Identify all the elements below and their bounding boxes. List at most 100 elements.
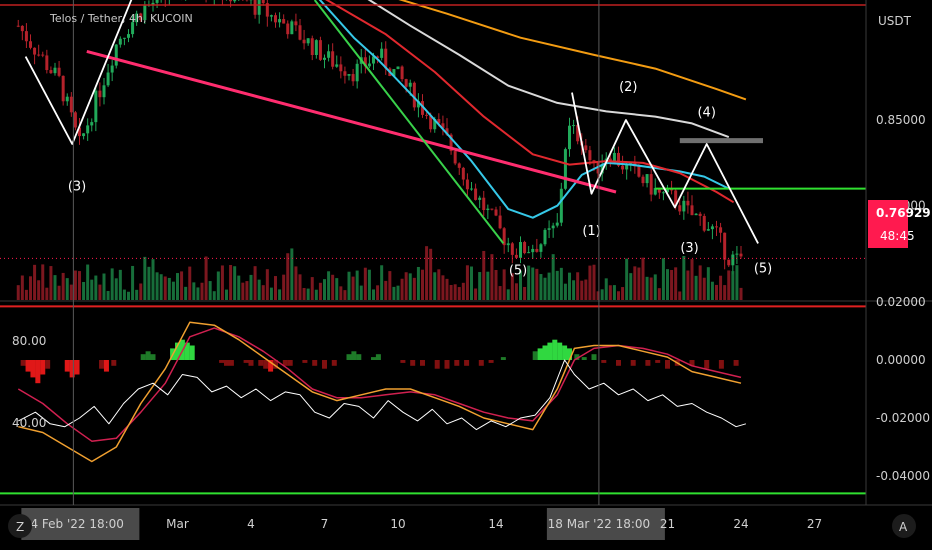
volume-bar (502, 269, 506, 300)
candle-body (715, 226, 718, 228)
wave-label: (4) (697, 106, 715, 121)
histogram-bar (375, 354, 381, 360)
candle-body (502, 228, 506, 246)
candle-body (457, 163, 461, 168)
volume-bar (212, 291, 216, 300)
volume-bar (661, 258, 665, 300)
candle-body (24, 31, 28, 42)
candle-body (65, 96, 69, 102)
candle-body (629, 162, 633, 164)
candle-body (33, 47, 37, 55)
histogram-bar (645, 360, 651, 366)
volume-bar (645, 276, 649, 300)
volume-bar (470, 266, 473, 300)
volume-bar (102, 273, 106, 300)
price-badge: 0.76929 48:45 (868, 200, 931, 248)
histogram-bar (434, 360, 440, 369)
zoom-button[interactable]: Z (8, 514, 32, 538)
histogram-bar (20, 360, 26, 366)
candle-body (657, 188, 661, 193)
histogram-bar (140, 354, 146, 360)
candle-body (425, 114, 429, 116)
histogram-bar (69, 360, 75, 378)
histogram-bar (145, 351, 151, 360)
histogram-bar (542, 345, 548, 360)
time-tick-label: 10 (390, 517, 405, 531)
volume-bar (335, 278, 339, 300)
time-tick-label: 24 (733, 517, 748, 531)
oscillator-pane[interactable] (0, 305, 866, 495)
candle-body (702, 215, 706, 231)
volume-bar (592, 264, 596, 300)
histogram-bar (552, 339, 558, 360)
histogram-bar (258, 360, 264, 366)
wave-label: (1) (582, 224, 600, 239)
volume-bar (698, 265, 702, 300)
histogram-bar (248, 360, 254, 366)
oscillator-orange-line (18, 321, 742, 463)
volume-bar (433, 272, 437, 300)
volume-bar (278, 289, 282, 300)
currency-label: USDT (878, 14, 912, 28)
volume-bar (425, 246, 429, 300)
candle-body (625, 163, 629, 170)
candle-body (286, 23, 290, 35)
volume-bar (510, 273, 514, 300)
candle-body (723, 232, 727, 260)
volume-bar (527, 265, 531, 300)
volume-bar (625, 258, 629, 300)
candle-body (110, 65, 114, 73)
candle-body (445, 128, 449, 135)
volume-bar (33, 264, 37, 300)
histogram-bar (478, 360, 484, 366)
volume-bar (486, 271, 490, 300)
volume-bar (408, 273, 412, 300)
time-tick-label: 18 Mar '22 18:00 (548, 517, 651, 531)
volume-bar (290, 248, 294, 300)
candle-body (400, 66, 404, 80)
volume-bar (429, 248, 433, 300)
candle-body (698, 213, 702, 216)
symbol-title: Telos / Tether, 4h, KUCOIN (49, 12, 193, 25)
candle-body (335, 64, 339, 67)
volume-bar (229, 264, 233, 300)
volume-bar (384, 280, 388, 300)
price-pane[interactable] (0, 0, 866, 300)
candle-body (106, 72, 110, 86)
volume-bar (735, 265, 739, 300)
histogram-bar (351, 351, 357, 360)
time-highlight-box (21, 508, 140, 540)
auto-scale-button[interactable]: A (892, 514, 916, 538)
volume-bar (188, 266, 192, 300)
volume-bar (555, 270, 559, 300)
histogram-bar (219, 360, 225, 363)
volume-bar (61, 272, 65, 300)
volume-bar (363, 267, 367, 300)
candle-body (404, 79, 408, 87)
volume-bar (584, 279, 588, 300)
candle-body (392, 69, 396, 77)
histogram-bar (45, 360, 51, 369)
candle-body (122, 37, 126, 39)
volume-bar (147, 266, 151, 300)
candle-body (527, 252, 531, 254)
volume-bar (641, 257, 645, 300)
histogram-bar (601, 360, 607, 363)
volume-bar (604, 278, 608, 300)
volume-bar (702, 277, 706, 300)
histogram-bar (488, 360, 494, 363)
histogram-bar (718, 360, 724, 369)
histogram-bar (74, 360, 80, 375)
histogram-bar (655, 360, 661, 363)
volume-bar (474, 288, 478, 300)
volume-bar (261, 285, 265, 300)
volume-bar (24, 289, 28, 300)
candle-body (482, 197, 486, 211)
price-badge-price: 0.76929 (876, 206, 931, 220)
histogram-bar (410, 360, 416, 366)
volume-bar (400, 278, 404, 300)
histogram-bar (557, 342, 563, 360)
volume-bar (482, 250, 486, 300)
candle-body (514, 254, 518, 258)
